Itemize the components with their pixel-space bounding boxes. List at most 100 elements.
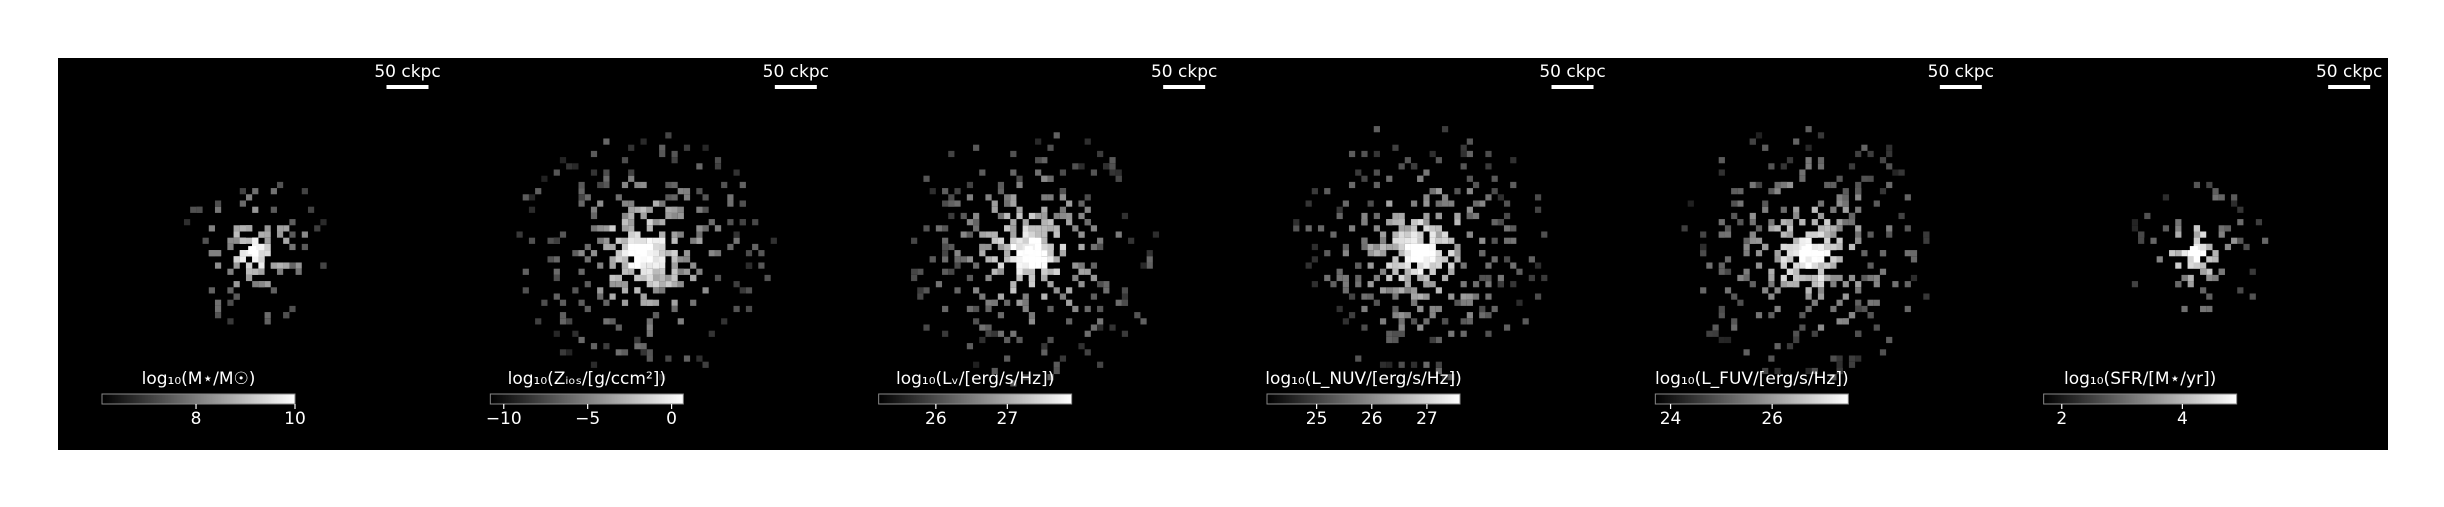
pixel (615, 349, 622, 356)
pixel (1485, 262, 1492, 269)
pixel (973, 361, 980, 368)
pixel (917, 287, 924, 294)
pixel (966, 194, 974, 201)
pixel (1755, 312, 1763, 319)
pixel (270, 287, 277, 294)
pixel (1454, 256, 1461, 263)
pixel (1361, 293, 1368, 300)
pixel (1879, 349, 1887, 356)
pixel (646, 243, 653, 251)
pixel (1386, 287, 1393, 294)
pixel (1855, 188, 1862, 195)
pixel (1059, 355, 1067, 362)
pixel (1466, 188, 1473, 195)
pixel (1830, 281, 1837, 288)
pixel (1404, 225, 1411, 232)
pixel (1768, 268, 1775, 275)
pixel (997, 212, 1005, 220)
pixel (1379, 243, 1387, 251)
pixel (1041, 349, 1048, 356)
pixel (1830, 206, 1837, 213)
pixel (1078, 281, 1085, 288)
pixel (1460, 293, 1467, 300)
pixel (1072, 274, 1079, 282)
pixel (1398, 231, 1405, 238)
pixel (1466, 299, 1473, 306)
pixel (1811, 299, 1818, 306)
pixel (1010, 225, 1017, 232)
pixel (1528, 256, 1535, 263)
pixel (1510, 181, 1517, 189)
pixel (559, 318, 567, 325)
pixel (1485, 293, 1492, 300)
pixel (1410, 231, 1418, 238)
pixel (2175, 281, 2182, 288)
pixel (979, 324, 986, 331)
pixel (233, 262, 240, 269)
pixel (1805, 256, 1812, 263)
pixel (1078, 243, 1085, 251)
pixel (1121, 212, 1129, 220)
pixel (745, 262, 753, 269)
pixel (252, 188, 259, 195)
pixel (1718, 169, 1725, 176)
pixel (2131, 225, 2139, 232)
pixel (1078, 231, 1085, 238)
pixel (1497, 281, 1504, 288)
pixel (1817, 256, 1825, 263)
pixel (1737, 200, 1744, 207)
pixel (979, 336, 986, 344)
pixel (1010, 330, 1017, 337)
pixel (264, 231, 271, 238)
pixel (1078, 262, 1085, 269)
pixel (1786, 219, 1794, 226)
pixel (603, 225, 610, 232)
pixel (1392, 287, 1399, 294)
pixel (997, 262, 1005, 269)
pixel (1466, 318, 1473, 325)
pixel (1103, 163, 1110, 170)
pixel (1379, 268, 1387, 275)
colorbar-tick-label: 0 (666, 409, 677, 429)
pixel (597, 287, 604, 294)
pixel (1786, 281, 1794, 288)
pixel (1491, 237, 1498, 244)
pixel (1749, 181, 1756, 189)
pixel (758, 250, 765, 257)
pixel (1423, 361, 1430, 368)
pixel (1035, 231, 1042, 238)
pixel (714, 274, 722, 282)
pixel (1059, 212, 1067, 220)
pixel (1078, 163, 1085, 170)
pixel (258, 250, 265, 257)
pixel (1768, 163, 1775, 170)
pixel (671, 181, 678, 189)
pixel (985, 231, 992, 238)
pixel (1749, 237, 1756, 244)
pixel (270, 188, 277, 195)
pixel (1022, 262, 1029, 269)
pixel (1423, 169, 1430, 176)
pixel (646, 250, 653, 257)
pixel (646, 225, 653, 232)
pixel (584, 305, 591, 313)
pixel (1472, 181, 1480, 189)
pixel (1718, 305, 1725, 313)
pixel (1417, 262, 1424, 269)
pixel (1386, 219, 1393, 226)
pixel (621, 250, 629, 257)
pixel (1059, 188, 1067, 195)
pixel (295, 262, 302, 269)
pixel (1072, 262, 1079, 269)
pixel (991, 367, 998, 375)
pixel (1466, 150, 1473, 158)
pixel (1146, 256, 1153, 263)
pixel (553, 274, 560, 282)
pixel (640, 262, 647, 269)
pixel (1028, 274, 1036, 282)
pixel (239, 237, 246, 244)
pixel (1066, 200, 1073, 207)
pixel (621, 243, 629, 251)
pixel (1755, 250, 1763, 257)
pixel (1516, 268, 1523, 275)
